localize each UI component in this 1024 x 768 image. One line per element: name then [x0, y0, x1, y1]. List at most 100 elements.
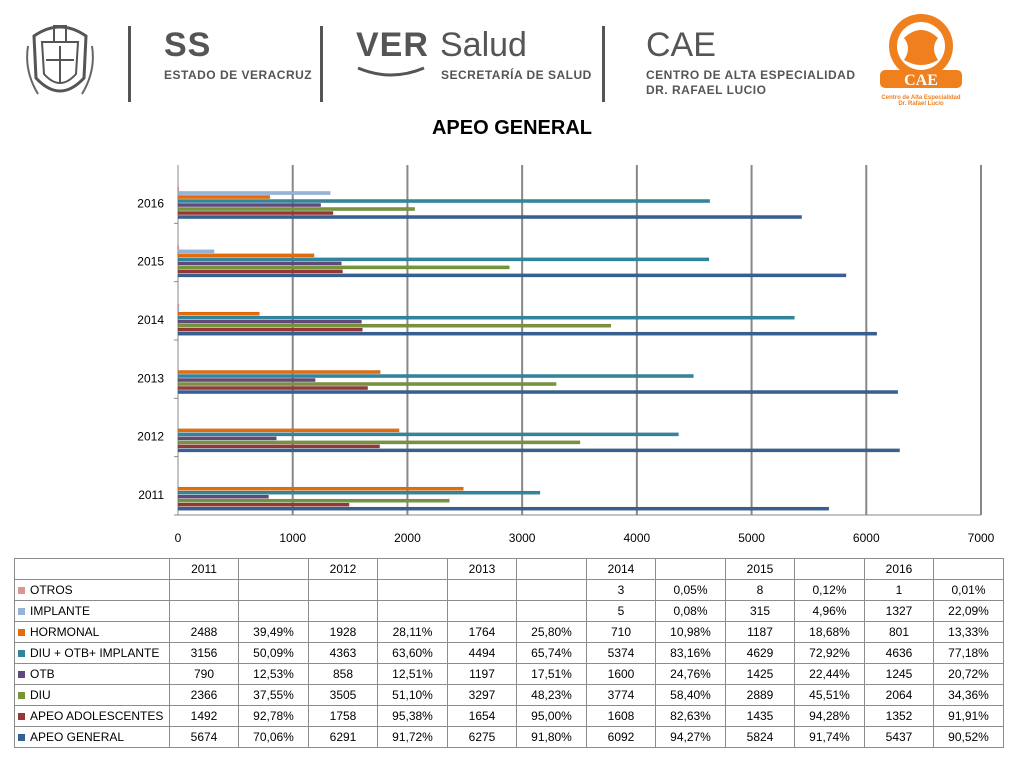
bar-apeo-adolescentes: [177, 502, 350, 507]
row-label-text: APEO GENERAL: [30, 730, 125, 744]
bar-apeo-adolescentes: [177, 386, 368, 390]
legend-key-icon: [18, 713, 25, 721]
table-cell: 4629: [725, 642, 795, 664]
table-cell: 1245: [864, 663, 934, 685]
chart-title: APEO GENERAL: [431, 117, 593, 139]
row-label-text: OTROS: [30, 583, 73, 597]
row-label-text: OTB: [30, 667, 55, 681]
table-cell: [447, 600, 517, 622]
table-cell: 22,44%: [794, 663, 865, 685]
bar-diu: [177, 382, 557, 386]
table-row: HORMONAL 2488 39,49% 1928 28,11% 1764 25,80% 71…: [14, 621, 1004, 643]
bar-diu-otb-implante: [177, 199, 711, 203]
bar-apeo-general: [177, 215, 802, 219]
ver-title: VER: [356, 26, 429, 64]
row-label: DIU: [14, 684, 170, 706]
table-cell: 315: [725, 600, 795, 622]
table-cell: 858: [308, 663, 378, 685]
table-cell: 28,11%: [377, 621, 448, 643]
table-cell: 77,18%: [933, 642, 1004, 664]
table-cell: 8: [725, 579, 795, 601]
row-label-text: APEO ADOLESCENTES: [30, 709, 164, 723]
table-cell: 91,91%: [933, 705, 1004, 727]
table-cell: 91,74%: [794, 726, 865, 748]
y-category-label: 2013: [137, 371, 164, 385]
bar-otb: [177, 319, 362, 324]
table-cell: 1435: [725, 705, 795, 727]
bar-otros: [177, 245, 180, 250]
legend-key-icon: [18, 671, 25, 679]
table-cell: 4494: [447, 642, 517, 664]
table-cell: 3297: [447, 684, 517, 706]
bar-implante: [177, 191, 331, 195]
bar-diu-otb-implante: [177, 257, 710, 262]
table-cell: 70,06%: [238, 726, 309, 748]
table-header-cell: [14, 558, 170, 580]
row-label: APEO GENERAL: [14, 726, 170, 748]
bar-hormonal: [177, 370, 381, 374]
cae-emblem-icon: CAE: [880, 14, 962, 89]
table-cell: 18,68%: [794, 621, 865, 643]
ver-swoosh-icon: [357, 66, 425, 77]
table-row: OTROS 3 0,05% 8 0,12% 1 0,01%: [14, 579, 1004, 601]
bar-apeo-adolescentes: [177, 327, 363, 332]
table-header-cell: 2014: [586, 558, 656, 580]
table-cell: 1197: [447, 663, 517, 685]
table-cell: 82,63%: [655, 705, 726, 727]
table-cell: 90,52%: [933, 726, 1004, 748]
table-cell: 0,01%: [933, 579, 1004, 601]
bar-diu-otb-implante: [177, 374, 694, 378]
table-header-cell: [377, 558, 448, 580]
bar-otros: [177, 303, 180, 308]
bar-hormonal: [177, 428, 400, 433]
apeo-bar-chart: 0 1000 2000 3000 4000 5000 6000 7000 2011 2012 201…: [137, 165, 995, 545]
y-category-label: 2014: [137, 313, 164, 327]
table-cell: 92,78%: [238, 705, 309, 727]
table-cell: 5824: [725, 726, 795, 748]
table-cell: 2488: [169, 621, 239, 643]
x-tick-label: 6000: [853, 531, 880, 545]
table-cell: 5374: [586, 642, 656, 664]
row-label: OTB: [14, 663, 170, 685]
row-label: IMPLANTE: [14, 600, 170, 622]
table-cell: 3505: [308, 684, 378, 706]
table-cell: 17,51%: [516, 663, 587, 685]
table-cell: 94,28%: [794, 705, 865, 727]
x-tick-label: 2000: [394, 531, 421, 545]
table-cell: 2889: [725, 684, 795, 706]
table-cell: 37,55%: [238, 684, 309, 706]
table-cell: 3156: [169, 642, 239, 664]
table-row: OTB 790 12,53% 858 12,51% 1197 17,51% 1600 24,76…: [14, 663, 1004, 685]
table-cell: 25,80%: [516, 621, 587, 643]
table-cell: 91,72%: [377, 726, 448, 748]
row-label: HORMONAL: [14, 621, 170, 643]
y-category-label: 2011: [138, 488, 164, 502]
bar-hormonal: [177, 486, 464, 491]
table-cell: 1600: [586, 663, 656, 685]
bar-hormonal: [177, 253, 315, 258]
x-tick-label: 5000: [738, 531, 765, 545]
table-header-row: 2011 2012 2013 2014 2015 2016: [14, 558, 1004, 580]
table-cell: [238, 600, 309, 622]
x-tick-label: 0: [175, 531, 182, 545]
table-cell: [308, 579, 378, 601]
table-cell: 4363: [308, 642, 378, 664]
table-header-cell: [794, 558, 865, 580]
bar-otros: [177, 187, 180, 191]
header-divider: [128, 26, 131, 102]
table-header-cell: 2011: [169, 558, 239, 580]
bar-apeo-adolescentes: [177, 211, 334, 215]
table-cell: 0,05%: [655, 579, 726, 601]
row-label: OTROS: [14, 579, 170, 601]
bar-diu: [177, 265, 510, 270]
legend-key-icon: [18, 734, 25, 742]
table-cell: 1764: [447, 621, 517, 643]
x-tick-label: 3000: [509, 531, 536, 545]
legend-key-icon: [18, 608, 25, 616]
table-cell: 10,98%: [655, 621, 726, 643]
table-cell: 1492: [169, 705, 239, 727]
bar-otb: [177, 261, 342, 266]
table-header-cell: 2012: [308, 558, 378, 580]
table-header-cell: 2015: [725, 558, 795, 580]
ss-subtitle: ESTADO DE VERACRUZ: [164, 68, 313, 82]
